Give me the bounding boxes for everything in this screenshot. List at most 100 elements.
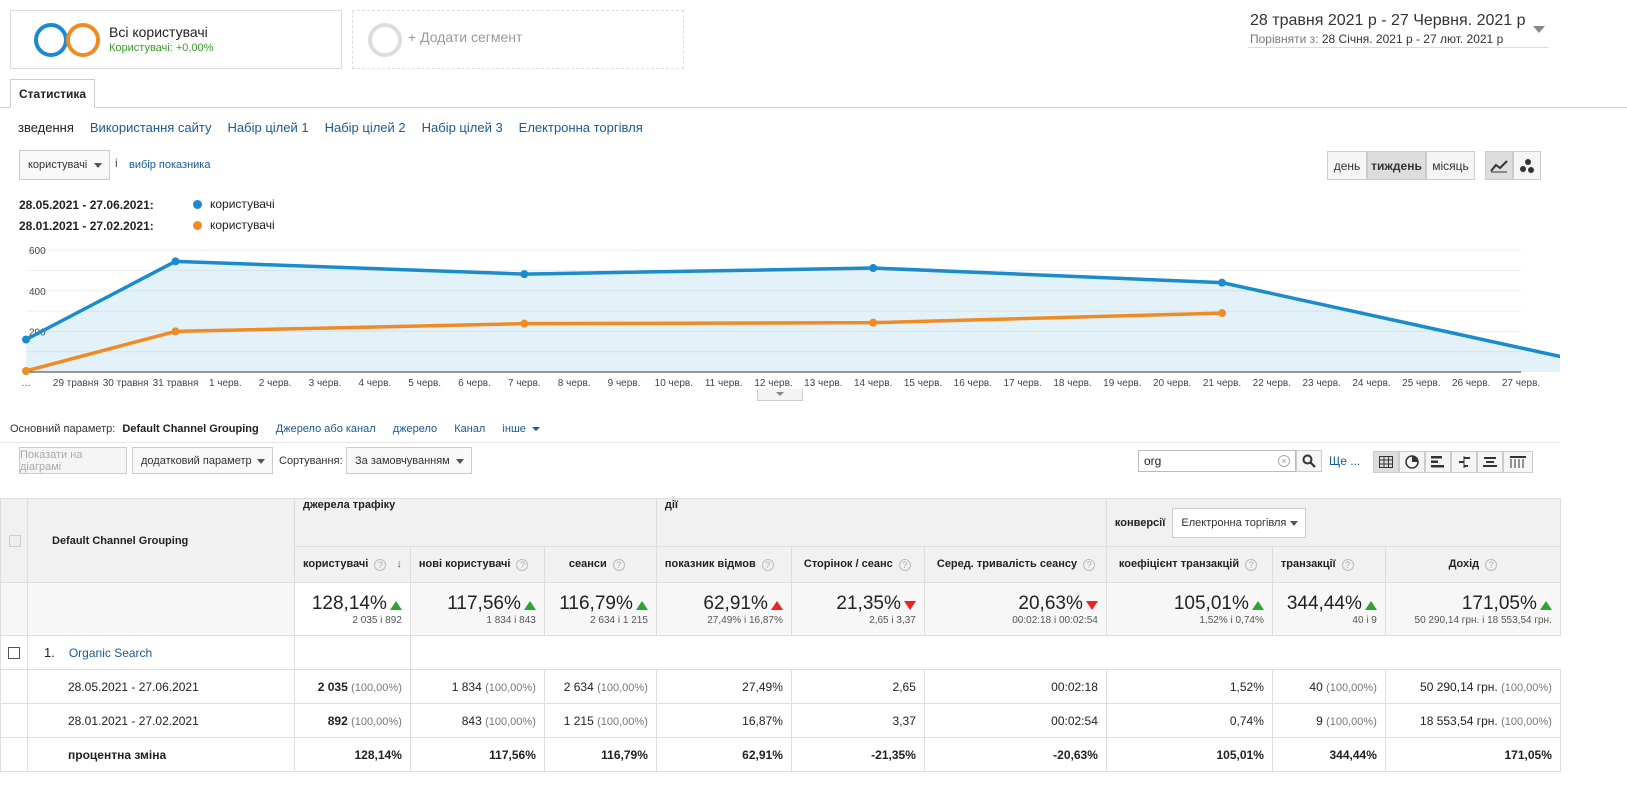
help-icon[interactable]: ? (1341, 558, 1354, 571)
conversion-type-select[interactable]: Електронна торгівля (1172, 507, 1307, 538)
total-bounce-rate: 62,91% 27,49% і 16,87% (655, 582, 792, 636)
x-tick-label: 9 черв. (608, 378, 641, 389)
view-performance-button[interactable] (1425, 451, 1451, 473)
sort-select[interactable]: За замовчуванням (346, 447, 472, 474)
col-avg-session-duration[interactable]: Серед. тривалість сеансу? (923, 546, 1107, 583)
select-all-checkbox[interactable] (9, 534, 21, 547)
cell-value: 27,49% (742, 679, 783, 694)
dimension-medium[interactable]: Канал (454, 423, 486, 435)
line-chart-button[interactable] (1485, 151, 1513, 180)
dimension-header[interactable]: Default Channel Grouping (27, 498, 295, 583)
chevron-down-icon (257, 458, 265, 464)
compare-prefix: Порівняти з: (1250, 32, 1319, 46)
subnav-summary[interactable]: зведення (18, 120, 74, 135)
granularity-week-button[interactable]: тиждень (1367, 151, 1426, 180)
cell-value: 18 553,54 грн. (1420, 713, 1498, 728)
date-range-picker[interactable]: 28 травня 2021 р - 27 Червня. 2021 р Пор… (1248, 12, 1548, 48)
data-point (520, 319, 529, 328)
cell: 344,44% (1271, 737, 1386, 772)
total-users: 128,14% 2 035 і 892 (294, 582, 411, 636)
view-comparison-button[interactable] (1451, 451, 1477, 473)
cell-value: 00:02:54 (1051, 713, 1098, 728)
row-organic-search-link[interactable]: Organic Search (68, 646, 153, 660)
col-sessions[interactable]: сеанси? (543, 546, 657, 583)
x-tick-label: 22 черв. (1253, 378, 1291, 389)
granularity-day-button[interactable]: день (1327, 151, 1367, 180)
choose-metric-link[interactable]: вибір показника (129, 159, 211, 171)
total-new-users: 117,56% 1 834 і 843 (409, 582, 545, 636)
search-button[interactable] (1296, 450, 1322, 472)
cell-value: 1 215 (563, 713, 594, 728)
row-checkbox[interactable] (8, 646, 20, 659)
date-range-primary: 28 травня 2021 р - 27 Червня. 2021 р (1250, 12, 1526, 29)
secondary-dimension-select[interactable]: додатковий параметр (132, 447, 273, 474)
total-revenue: 171,05% 50 290,14 грн. і 18 553,54 грн. (1384, 582, 1561, 636)
help-icon[interactable]: ? (898, 558, 911, 571)
cell-value: 892 (327, 713, 348, 728)
col-users[interactable]: користувачі? ↓ (294, 546, 411, 583)
chart-collapse-handle[interactable] (757, 389, 803, 401)
col-revenue[interactable]: Дохід? (1384, 546, 1561, 583)
cell-value: 9 (1316, 713, 1323, 728)
arrow-up-red-icon (770, 600, 783, 610)
col-transactions[interactable]: транзакції? (1271, 546, 1386, 583)
cell-value: 3,37 (892, 713, 916, 728)
col-users-label: користувачі (303, 558, 369, 571)
tab-statistics[interactable]: Статистика (10, 79, 95, 108)
primary-dimension-label: Основний параметр: (10, 423, 116, 435)
view-table-button[interactable] (1373, 451, 1399, 473)
arrow-up-icon (1539, 600, 1552, 610)
view-term-cloud-button[interactable] (1477, 451, 1503, 473)
subnav-ecommerce[interactable]: Електронна торгівля (518, 120, 643, 135)
subrow-label: 28.01.2021 - 27.02.2021 (27, 703, 295, 738)
advanced-search-link[interactable]: Ще ... (1329, 454, 1361, 468)
metric-select[interactable]: користувачі (19, 150, 110, 180)
dimension-source-medium[interactable]: Джерело або канал (275, 423, 376, 435)
total-new-users-sub: 1 834 і 843 (486, 614, 536, 626)
col-pages-per-session[interactable]: Сторінок / сеанс? (790, 546, 925, 583)
comparison-icon (1459, 456, 1470, 468)
subnav-goal-set-2[interactable]: Набір цілей 2 (324, 120, 406, 135)
subrow-empty-cell (0, 737, 28, 772)
segment-all-users[interactable]: Всі користувачі Користувачі: +0,00% (10, 10, 342, 69)
cell-pct: (100,00%) (1501, 681, 1552, 694)
cell: 40 (100,00%) (1271, 669, 1386, 704)
help-icon[interactable]: ? (761, 558, 774, 571)
view-pie-button[interactable] (1399, 451, 1425, 473)
motion-chart-button[interactable] (1513, 151, 1541, 180)
row-index: 1. (44, 645, 55, 660)
term-cloud-icon (1483, 457, 1497, 467)
col-new-users[interactable]: нові користувачі? (409, 546, 545, 583)
help-icon[interactable]: ? (1485, 558, 1498, 571)
data-table: Default Channel Grouping джерела трафіку… (0, 498, 1561, 772)
dimension-other[interactable]: інше (502, 423, 526, 435)
col-bounce-rate[interactable]: показник відмов? (655, 546, 792, 583)
chevron-down-icon (94, 163, 102, 168)
x-tick-label: 14 черв. (854, 378, 892, 389)
clear-search-icon[interactable]: × (1278, 455, 1290, 467)
arrow-up-icon (1364, 600, 1377, 610)
granularity-month-button[interactable]: місяць (1426, 151, 1475, 180)
help-icon[interactable]: ? (1083, 558, 1096, 571)
help-icon[interactable]: ? (612, 558, 625, 571)
view-pivot-button[interactable] (1503, 451, 1533, 473)
row-checkbox-cell (0, 635, 28, 670)
subnav-goal-set-3[interactable]: Набір цілей 3 (421, 120, 503, 135)
subnav-site-usage[interactable]: Використання сайту (89, 120, 212, 135)
add-segment-button[interactable]: + Додати сегмент (352, 10, 684, 69)
search-input[interactable]: org × (1138, 450, 1296, 472)
x-tick-label: 5 черв. (408, 378, 441, 389)
dimension-source[interactable]: джерело (392, 423, 438, 435)
cell-pct: (100,00%) (351, 681, 402, 694)
x-tick-label: 16 черв. (954, 378, 992, 389)
col-conversion-rate[interactable]: коефіцієнт транзакцій? (1105, 546, 1273, 583)
help-icon[interactable]: ? (1245, 558, 1258, 571)
subnav-goal-set-1[interactable]: Набір цілей 1 (227, 120, 309, 135)
help-icon[interactable]: ? (374, 558, 387, 571)
help-icon[interactable]: ? (516, 558, 529, 571)
metric-info-icon[interactable]: i (115, 156, 118, 170)
cell-value: 00:02:18 (1051, 679, 1098, 694)
plot-rows-button[interactable]: Показати на діаграмі (19, 447, 127, 474)
cell: 105,01% (1105, 737, 1273, 772)
arrow-up-icon (1251, 600, 1264, 610)
